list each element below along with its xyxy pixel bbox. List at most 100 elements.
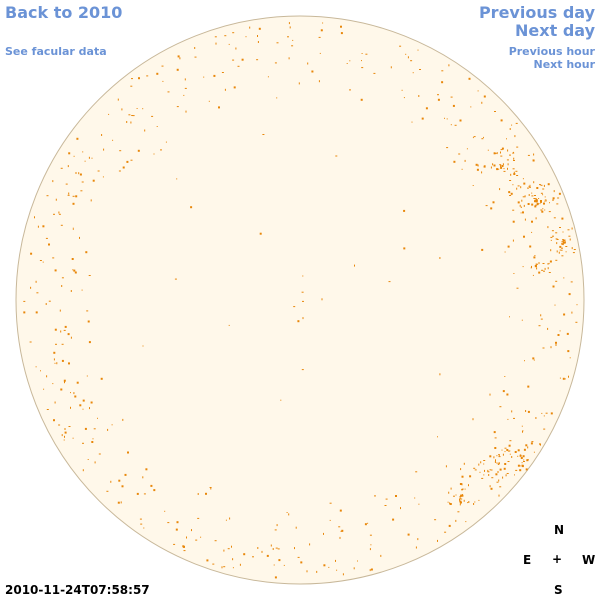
facula-speck	[521, 199, 523, 202]
facula-speck	[153, 489, 156, 492]
facula-speck	[311, 70, 314, 73]
facula-speck	[477, 90, 479, 92]
facula-speck	[495, 473, 498, 476]
facula-speck	[364, 523, 367, 526]
facula-speck	[88, 275, 91, 276]
facula-speck	[209, 487, 212, 488]
facula-speck	[261, 550, 263, 553]
facula-speck	[536, 267, 538, 270]
facula-speck	[60, 330, 62, 333]
facula-speck	[460, 498, 463, 500]
facula-speck	[523, 204, 525, 207]
facula-speck	[53, 358, 55, 361]
facula-speck	[494, 111, 496, 112]
facula-speck	[521, 319, 523, 321]
facula-speck	[60, 167, 63, 169]
facula-speck	[71, 258, 74, 260]
facula-speck	[559, 330, 561, 332]
facula-speck	[459, 498, 460, 501]
facula-speck	[92, 179, 95, 182]
facula-speck	[121, 108, 123, 111]
facula-speck	[542, 208, 544, 210]
facula-speck	[448, 524, 451, 527]
facula-speck	[549, 260, 552, 263]
facula-speck	[559, 377, 561, 379]
next-hour-link[interactable]: Next hour	[533, 58, 596, 71]
facula-speck	[185, 110, 187, 113]
facula-speck	[239, 563, 241, 566]
facula-speck	[59, 309, 61, 312]
facula-speck	[534, 195, 536, 196]
facula-speck	[533, 256, 536, 259]
facula-speck	[81, 289, 83, 291]
facula-speck	[515, 122, 518, 124]
facula-speck	[91, 441, 94, 443]
facula-speck	[54, 401, 56, 404]
facula-speck	[72, 269, 74, 271]
facula-speck	[527, 446, 529, 449]
facula-speck	[203, 76, 205, 78]
facula-speck	[521, 462, 523, 464]
facula-speck	[493, 456, 495, 459]
facula-speck	[501, 147, 504, 150]
facula-speck	[297, 320, 300, 323]
facula-speck	[547, 263, 550, 265]
facula-speck	[74, 271, 77, 274]
facula-speck	[542, 194, 544, 196]
facula-speck	[100, 377, 103, 380]
facula-speck	[68, 362, 70, 365]
facula-speck	[90, 401, 93, 404]
facula-speck	[522, 266, 524, 268]
facula-speck	[504, 251, 506, 253]
facula-speck	[497, 471, 499, 473]
back-to-year-link[interactable]: Back to 2010	[5, 3, 123, 22]
facula-speck	[561, 247, 563, 249]
facula-speck	[497, 462, 499, 465]
facula-speck	[72, 437, 74, 439]
facula-speck	[531, 203, 534, 206]
facula-speck	[504, 376, 506, 377]
facula-speck	[575, 321, 578, 323]
facula-speck	[417, 538, 419, 541]
facula-speck	[190, 206, 193, 209]
facula-speck	[524, 218, 526, 221]
facula-speck	[519, 469, 522, 472]
facula-speck	[447, 501, 449, 503]
facula-speck	[156, 72, 159, 75]
facula-speck	[555, 232, 558, 234]
facula-speck	[545, 199, 547, 202]
facula-speck	[37, 225, 39, 228]
facula-speck	[117, 501, 120, 504]
facula-speck	[543, 415, 545, 417]
facula-speck	[513, 173, 516, 175]
compass-east: E	[523, 553, 532, 567]
facula-speck	[474, 469, 477, 471]
previous-day-link[interactable]: Previous day	[478, 3, 595, 22]
facula-speck	[521, 425, 523, 427]
facula-speck	[534, 255, 536, 256]
facula-speck	[94, 461, 96, 464]
facula-speck	[529, 186, 531, 188]
facula-speck	[522, 455, 525, 458]
facula-speck	[124, 473, 127, 476]
facula-speck	[357, 560, 358, 562]
facula-speck	[437, 436, 438, 438]
facula-speck	[515, 469, 518, 471]
see-facular-data-link[interactable]: See facular data	[5, 45, 107, 58]
next-day-link[interactable]: Next day	[515, 21, 595, 40]
facula-speck	[529, 245, 532, 248]
facula-speck	[532, 274, 534, 276]
facula-speck	[561, 241, 564, 243]
previous-hour-link[interactable]: Previous hour	[508, 45, 595, 58]
facula-speck	[552, 199, 554, 201]
facula-speck	[445, 465, 447, 468]
facula-speck	[61, 277, 64, 279]
facula-speck	[156, 126, 158, 127]
facula-speck	[232, 558, 234, 561]
facula-speck	[509, 154, 511, 156]
facula-speck	[444, 117, 445, 119]
facula-speck	[540, 201, 542, 203]
facula-speck	[498, 456, 501, 458]
facula-speck	[481, 101, 483, 104]
facula-speck	[460, 494, 463, 497]
